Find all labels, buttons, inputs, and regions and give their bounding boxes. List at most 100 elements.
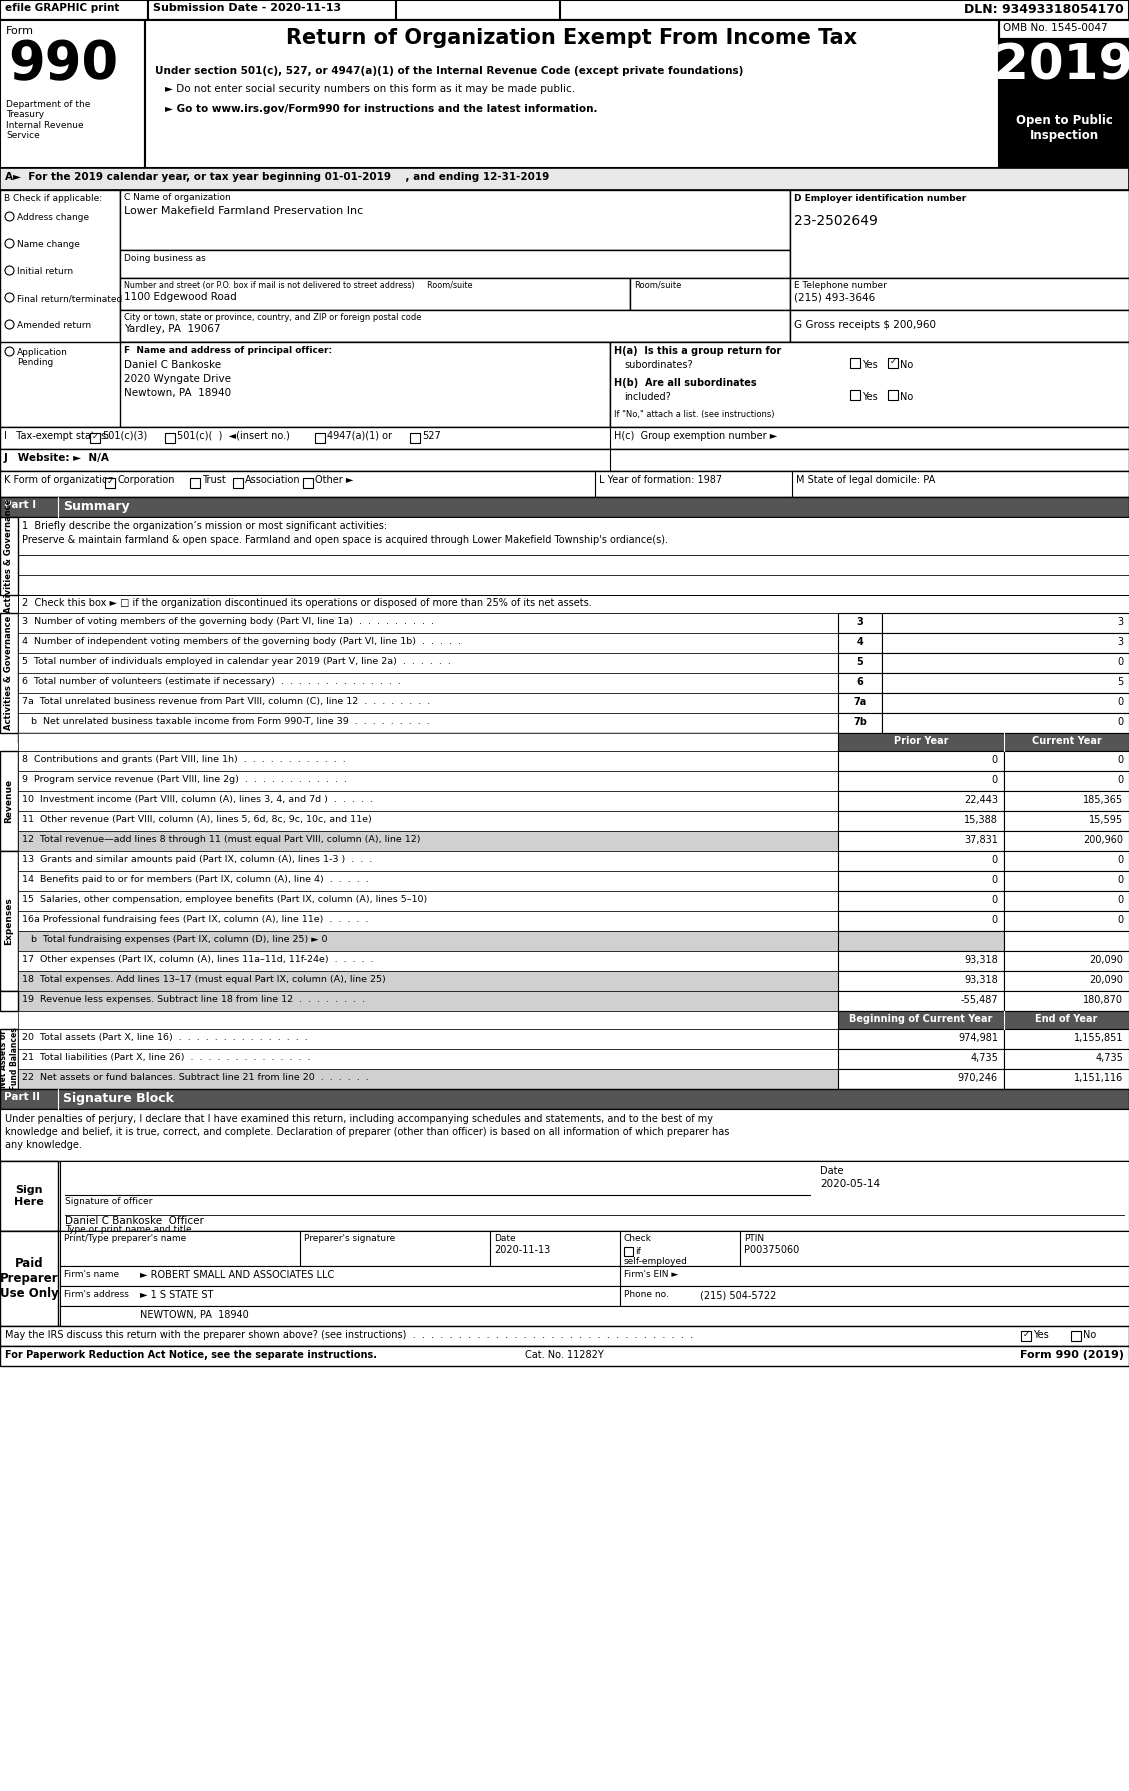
Text: Form 990 (2019): Form 990 (2019) [1019,1350,1124,1359]
Text: D Employer identification number: D Employer identification number [794,193,966,202]
Text: Newtown, PA  18940: Newtown, PA 18940 [124,389,231,398]
Bar [105,478,115,487]
Text: 3: 3 [1117,638,1123,647]
Text: ✓: ✓ [106,476,114,485]
Bar [18,792,838,811]
Text: 0: 0 [1117,876,1123,885]
Bar [1004,990,1129,1010]
Text: subordinates?: subordinates? [624,360,692,371]
Text: Activities & Governance: Activities & Governance [5,500,14,613]
Bar [0,1089,1129,1109]
Bar [882,713,1129,733]
Text: 2020-11-13: 2020-11-13 [495,1245,550,1255]
Bar [0,1325,1129,1347]
Bar [0,1230,58,1325]
Bar [0,190,120,373]
Bar [999,20,1129,168]
Text: 15  Salaries, other compensation, employee benefits (Part IX, column (A), lines : 15 Salaries, other compensation, employe… [21,896,427,904]
Text: H(a)  Is this a group return for: H(a) Is this a group return for [614,346,781,356]
Text: No: No [900,392,913,401]
Bar [838,1069,1004,1089]
Text: NEWTOWN, PA  18940: NEWTOWN, PA 18940 [140,1309,248,1320]
Text: 7a: 7a [854,697,867,707]
Text: 22,443: 22,443 [964,795,998,804]
Text: 4: 4 [857,638,864,647]
Text: Firm's address: Firm's address [64,1290,129,1298]
Text: 200,960: 200,960 [1083,835,1123,845]
Text: 0: 0 [992,776,998,784]
Bar [850,358,860,367]
Text: 7b: 7b [854,716,867,727]
Bar [18,518,1129,555]
Text: 93,318: 93,318 [964,974,998,985]
Bar [18,931,838,951]
Bar [120,251,790,278]
Text: ► Go to www.irs.gov/Form990 for instructions and the latest information.: ► Go to www.irs.gov/Form990 for instruct… [165,104,597,115]
Bar [0,496,1129,518]
Bar [0,1109,1129,1161]
Text: Trust: Trust [202,475,226,485]
Text: 4,735: 4,735 [970,1053,998,1064]
Text: 15,595: 15,595 [1088,815,1123,826]
Text: Signature Block: Signature Block [63,1093,174,1105]
Text: 0: 0 [992,876,998,885]
Bar [0,750,18,851]
Bar [18,831,838,851]
Bar [882,632,1129,654]
Bar [120,342,610,426]
Text: Initial return: Initial return [17,267,73,276]
Bar [0,518,18,595]
Bar [18,613,838,632]
Bar [0,450,1129,471]
Bar [790,190,1129,278]
Text: ► Do not enter social security numbers on this form as it may be made public.: ► Do not enter social security numbers o… [165,84,575,93]
Bar [838,673,882,693]
Text: F  Name and address of principal officer:: F Name and address of principal officer: [124,346,332,355]
Bar [120,190,790,251]
Text: 970,246: 970,246 [957,1073,998,1084]
Text: Submission Date - 2020-11-13: Submission Date - 2020-11-13 [154,4,341,13]
Text: DLN: 93493318054170: DLN: 93493318054170 [964,4,1124,16]
Bar [60,1266,1129,1286]
Text: ► 1 S STATE ST: ► 1 S STATE ST [140,1290,213,1300]
Text: C Name of organization: C Name of organization [124,193,230,202]
Bar [60,1286,1129,1306]
Text: Number and street (or P.O. box if mail is not delivered to street address)     R: Number and street (or P.O. box if mail i… [124,281,473,290]
Bar [790,310,1129,342]
Bar [0,990,18,1010]
Text: Form: Form [6,27,34,36]
Bar [1004,811,1129,831]
Bar [165,433,175,442]
Bar [0,1030,18,1089]
Text: 20,090: 20,090 [1089,974,1123,985]
Text: Doing business as: Doing business as [124,254,205,263]
Bar [1004,1069,1129,1089]
Text: 3  Number of voting members of the governing body (Part VI, line 1a)  .  .  .  .: 3 Number of voting members of the govern… [21,618,434,627]
Text: ► ROBERT SMALL AND ASSOCIATES LLC: ► ROBERT SMALL AND ASSOCIATES LLC [140,1270,334,1281]
Text: 5  Total number of individuals employed in calendar year 2019 (Part V, line 2a) : 5 Total number of individuals employed i… [21,657,450,666]
Text: 974,981: 974,981 [959,1033,998,1042]
Text: self-employed: self-employed [624,1257,688,1266]
Text: Expenses: Expenses [5,897,14,946]
Text: 0: 0 [1117,896,1123,904]
Text: 1  Briefly describe the organization’s mission or most significant activities:: 1 Briefly describe the organization’s mi… [21,521,387,530]
Bar [1021,1331,1031,1341]
Bar [1004,951,1129,971]
Bar [838,831,1004,851]
Bar [18,990,838,1010]
Text: b  Net unrelated business taxable income from Form 990-T, line 39  .  .  .  .  .: b Net unrelated business taxable income … [21,716,430,725]
Bar [838,613,882,632]
Bar [838,713,882,733]
Text: 93,318: 93,318 [964,955,998,965]
Bar [1004,912,1129,931]
Text: Preparer's signature: Preparer's signature [304,1234,395,1243]
Text: 4,735: 4,735 [1095,1053,1123,1064]
Text: Yardley, PA  19067: Yardley, PA 19067 [124,324,220,333]
Text: 1,151,116: 1,151,116 [1074,1073,1123,1084]
Bar [882,613,1129,632]
Bar [1071,1331,1080,1341]
Bar [18,713,838,733]
Bar [1004,851,1129,870]
Bar [0,1347,1129,1367]
Text: 11  Other revenue (Part VIII, column (A), lines 5, 6d, 8c, 9c, 10c, and 11e): 11 Other revenue (Part VIII, column (A),… [21,815,371,824]
